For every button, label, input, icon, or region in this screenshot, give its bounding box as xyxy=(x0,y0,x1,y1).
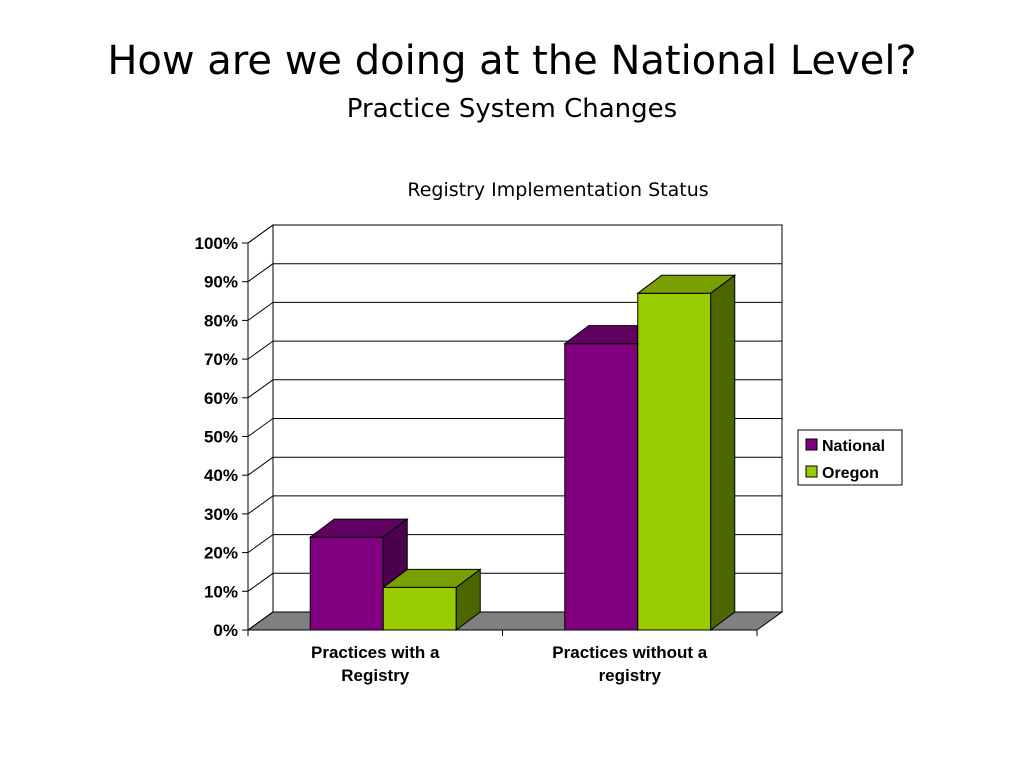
bar-oregon-front xyxy=(637,292,712,631)
y-tick-label: 100% xyxy=(195,234,238,253)
legend-label: Oregon xyxy=(822,465,879,482)
bar-oregon-front xyxy=(382,586,457,631)
slide-subtitle: Practice System Changes xyxy=(346,94,678,124)
gridline-side xyxy=(247,495,274,515)
legend-label: National xyxy=(822,438,885,455)
gridline-side xyxy=(247,340,274,360)
gridline-side xyxy=(247,456,274,476)
y-tick-label: 0% xyxy=(213,621,238,640)
y-tick-label: 70% xyxy=(204,350,238,369)
bar-oregon-side xyxy=(710,274,736,631)
gridline-side xyxy=(247,379,274,399)
legend: National Oregon xyxy=(797,429,903,486)
gridline-side xyxy=(247,263,274,283)
x-category-label: Practices with a xyxy=(311,643,440,662)
y-tick-label: 90% xyxy=(204,273,238,292)
bar-oregon-side xyxy=(455,568,481,631)
y-tick-label: 20% xyxy=(204,544,238,563)
y-tick-label: 40% xyxy=(204,466,238,485)
y-tick-label: 50% xyxy=(204,428,238,447)
chart-title: Registry Implementation Status xyxy=(407,179,708,201)
y-tick-label: 60% xyxy=(204,389,238,408)
y-tick-label: 80% xyxy=(204,311,238,330)
y-tick-label: 10% xyxy=(204,582,238,601)
gridline-side xyxy=(247,301,274,321)
gridline-side xyxy=(247,572,274,592)
bar-national-front xyxy=(564,343,639,631)
gridline-side xyxy=(247,534,274,554)
x-category-label: Registry xyxy=(341,666,410,685)
x-category-label: registry xyxy=(599,666,662,685)
plot-area: 0% 10% 20% 30% 40% 50% 60% 70% 80% 90% 100% Practic… xyxy=(195,224,784,685)
gridline-side xyxy=(247,611,274,631)
x-category-label: Practices without a xyxy=(552,643,707,662)
gridline-side xyxy=(247,418,274,437)
legend-swatch xyxy=(805,438,818,451)
legend-swatch xyxy=(805,465,818,478)
y-tick-label: 30% xyxy=(204,505,238,524)
slide-title: How are we doing at the National Level? xyxy=(107,38,917,84)
bar-national-front xyxy=(309,536,384,631)
gridline-side xyxy=(247,224,274,244)
